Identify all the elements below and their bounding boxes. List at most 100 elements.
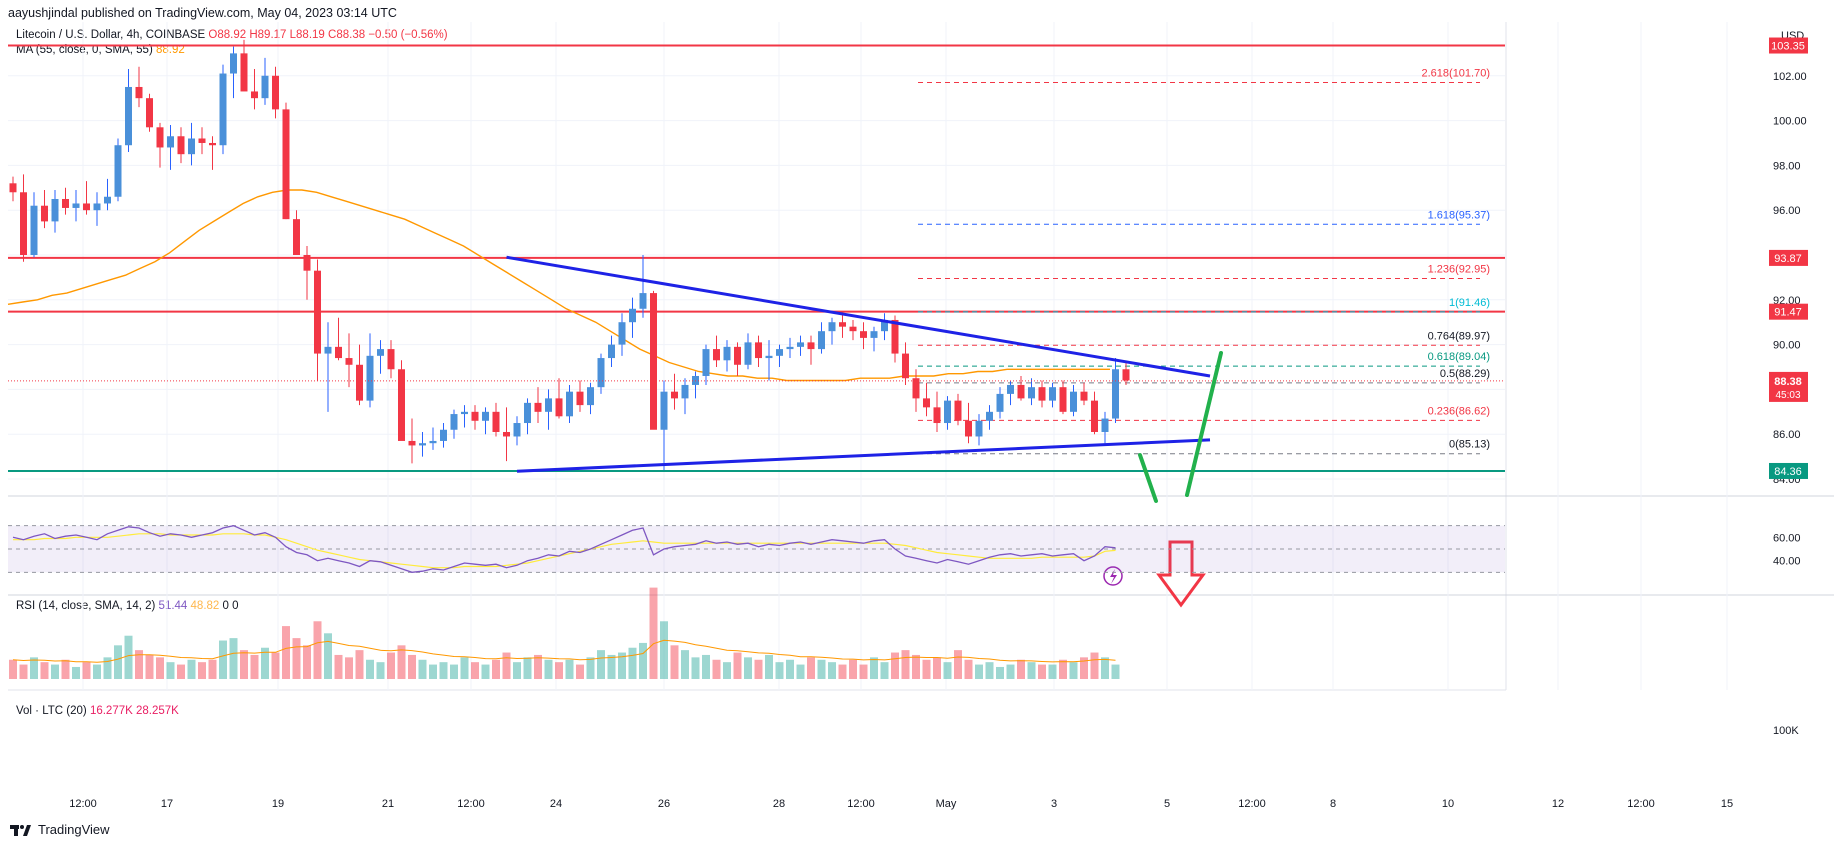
volume-bar xyxy=(859,664,868,679)
candle-body xyxy=(765,355,773,359)
candle-body xyxy=(188,138,195,155)
candle-body xyxy=(534,402,542,412)
volume-bar xyxy=(912,654,920,679)
volume-bar xyxy=(492,659,500,679)
volume-bar xyxy=(324,633,332,679)
volume-bar xyxy=(1048,664,1057,679)
volume-bar xyxy=(439,662,448,679)
volume-bar xyxy=(723,662,731,679)
tradingview-logo-icon xyxy=(10,824,31,836)
candle-body xyxy=(818,331,825,350)
volume-bar xyxy=(313,621,322,679)
candle-body xyxy=(356,364,363,401)
volume-bar xyxy=(849,659,857,679)
volume-bar xyxy=(702,654,710,679)
volume-bar xyxy=(1101,657,1109,679)
candle-body xyxy=(408,440,416,446)
price-tick-label: 90.00 xyxy=(1773,340,1801,352)
candle-body xyxy=(272,75,279,110)
candle-body xyxy=(1070,391,1077,412)
candle-body xyxy=(198,138,206,143)
event-marker-icon xyxy=(1103,566,1123,586)
time-tick-label: 24 xyxy=(550,798,562,810)
volume-bar xyxy=(796,664,805,679)
candle-body xyxy=(492,411,500,432)
volume-bar xyxy=(817,659,826,679)
volume-bar xyxy=(744,657,752,679)
volume-bar xyxy=(891,652,899,679)
candle-body xyxy=(807,342,815,350)
ohlc-close: C88.38 xyxy=(328,29,366,41)
volume-bar xyxy=(943,662,952,679)
time-tick-label: 12:00 xyxy=(69,798,97,810)
time-tick-label: 8 xyxy=(1330,798,1336,810)
candle-body xyxy=(282,109,290,220)
level-tag-label: 103.35 xyxy=(1771,41,1805,53)
candle-body xyxy=(1080,391,1088,401)
volume-bar xyxy=(1006,664,1015,679)
candle-body xyxy=(1017,384,1025,399)
volume-bar xyxy=(61,659,70,679)
candle-body xyxy=(1091,400,1098,432)
candle-body xyxy=(93,203,101,211)
volume-bar xyxy=(786,659,794,679)
volume-bar xyxy=(387,652,395,679)
volume-bar xyxy=(660,621,668,679)
candle-body xyxy=(849,326,857,332)
candle-body xyxy=(1049,387,1056,401)
volume-bar xyxy=(229,638,238,679)
time-tick-label: 26 xyxy=(658,798,670,810)
price-tick-label: 102.00 xyxy=(1773,71,1807,83)
current-price-label: 88.38 xyxy=(1774,376,1802,388)
fib-label: 2.618(101.70) xyxy=(1422,67,1491,79)
candle-body xyxy=(1038,387,1046,401)
candle-body xyxy=(566,391,573,417)
fib-label: 1(91.46) xyxy=(1449,297,1490,309)
candle-body xyxy=(755,342,762,359)
candle-body xyxy=(629,308,636,323)
volume-bar xyxy=(177,664,185,679)
projection-up-leg xyxy=(1185,351,1223,497)
volume-bar xyxy=(964,659,973,679)
candle-body xyxy=(41,205,48,222)
trendline-lower xyxy=(516,438,1211,473)
volume-bar xyxy=(345,657,353,679)
candle-body xyxy=(503,431,510,437)
candle-body xyxy=(146,98,153,128)
volume-bar xyxy=(933,657,941,679)
volume-bar xyxy=(985,662,994,679)
candle-body xyxy=(870,331,878,338)
candle-body xyxy=(608,344,615,359)
fib-label: 1.236(92.95) xyxy=(1428,264,1490,276)
candle-body xyxy=(450,414,458,430)
rsi-extra1: 0 xyxy=(222,600,229,612)
candle-body xyxy=(240,53,248,92)
volume-bar xyxy=(754,659,763,679)
volume-ma-value: 28.257K xyxy=(136,705,179,717)
level-tag-bg xyxy=(1769,303,1808,320)
volume-bar xyxy=(1038,664,1046,679)
candle-body xyxy=(860,331,867,338)
volume-bar xyxy=(555,662,563,679)
ma-line xyxy=(7,189,1110,382)
volume-bar xyxy=(513,662,521,679)
fib-label: 1.618(95.37) xyxy=(1428,209,1490,221)
time-tick-label: 12:00 xyxy=(847,798,875,810)
candle-body xyxy=(1101,418,1109,432)
current-price-tag-bg xyxy=(1769,371,1808,402)
volume-tick-label: 100K xyxy=(1773,725,1799,737)
lightning-icon xyxy=(1110,569,1117,584)
candle-body xyxy=(660,391,668,430)
candle-body xyxy=(1007,384,1014,394)
candle-body xyxy=(366,355,374,401)
candle-body xyxy=(513,423,521,437)
candle-body xyxy=(723,346,731,361)
candle-body xyxy=(713,349,720,361)
volume-bar xyxy=(576,664,584,679)
candle-body xyxy=(104,196,111,204)
volume-bar xyxy=(670,645,679,679)
time-tick-label: 21 xyxy=(382,798,394,810)
candle-body xyxy=(555,398,563,417)
volume-bar xyxy=(544,659,553,679)
